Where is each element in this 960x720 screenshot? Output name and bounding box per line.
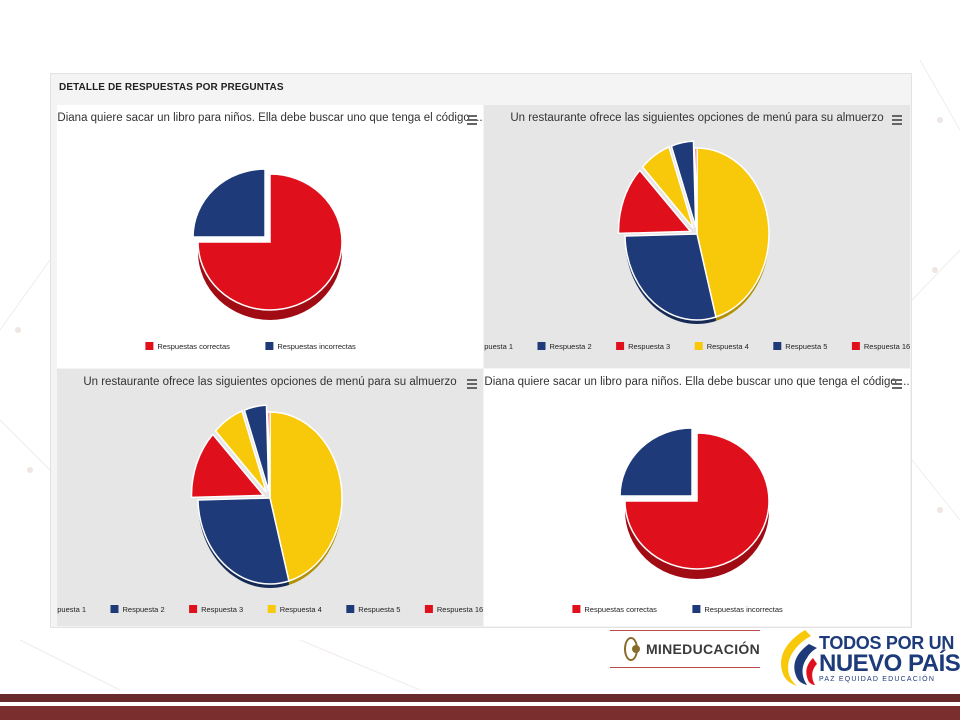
pie-slice-respuesta-4[interactable]	[641, 146, 694, 229]
legend-swatch	[616, 342, 625, 350]
todos-logo-line3: PAZ EQUIDAD EDUCACIÓN	[819, 676, 936, 683]
legend-label[interactable]: Respuestas correctas	[584, 605, 657, 614]
pie-slice-respuesta-5[interactable]	[243, 404, 270, 492]
chart-menu-icon[interactable]	[891, 113, 903, 125]
legend-swatch	[267, 605, 276, 613]
colombia-seal-icon	[624, 637, 640, 661]
legend-swatch	[424, 605, 433, 613]
pie-chart-4-svg: Diana quiere sacar un libro para niños. …	[484, 369, 910, 626]
todos-logo-line2: NUEVO PAÍS	[819, 650, 960, 677]
pie-chart-2-svg: Un restaurante ofrece las siguientes opc…	[484, 105, 910, 368]
pie-chart-4: Diana quiere sacar un libro para niños. …	[484, 369, 910, 626]
legend-label[interactable]: Respuestas incorrectas	[704, 605, 783, 614]
legend-label[interactable]: Respuesta 1	[57, 605, 86, 614]
legend-swatch	[773, 342, 782, 350]
pie-slice-respuestas-incorrectas[interactable]	[619, 427, 693, 497]
legend-label[interactable]: Respuesta 5	[358, 605, 400, 614]
legend-label[interactable]: Respuestas incorrectas	[277, 342, 356, 351]
legend-swatch	[346, 605, 355, 613]
pie-chart-3-svg: Un restaurante ofrece las siguientes opc…	[57, 369, 483, 626]
pie-slice-respuesta-5[interactable]	[670, 140, 697, 228]
legend-label[interactable]: Respuesta 4	[707, 342, 749, 351]
legend-label[interactable]: Respuesta 1	[484, 342, 513, 351]
legend-label[interactable]: Respuesta 16	[437, 605, 483, 614]
pie-slice-respuesta-3[interactable]	[617, 169, 693, 235]
legend-swatch	[572, 605, 581, 613]
legend-label[interactable]: Respuesta 16	[864, 342, 910, 351]
pie-slice-side	[715, 234, 769, 321]
legend-label[interactable]: Respuesta 4	[280, 605, 322, 614]
pie-slice-respuesta-1[interactable]	[696, 147, 770, 318]
pie-slice-respuestas-correctas[interactable]	[197, 173, 343, 311]
legend-swatch	[537, 342, 546, 350]
pie-slice-respuesta-1[interactable]	[269, 411, 343, 582]
legend-swatch	[851, 342, 860, 350]
legend-label[interactable]: Respuestas correctas	[157, 342, 230, 351]
pie-chart-1: Diana quiere sacar un libro para niños. …	[57, 105, 483, 368]
pie-chart-2: Un restaurante ofrece las siguientes opc…	[484, 105, 910, 368]
todos-logo-line1: TODOS POR UN	[819, 633, 955, 653]
legend-label[interactable]: Respuesta 2	[550, 342, 592, 351]
pie-slice-respuesta-2[interactable]	[624, 233, 717, 321]
chart-title: Un restaurante ofrece las siguientes opc…	[510, 112, 883, 124]
mineducacion-logo: MINEDUCACIÓN	[610, 630, 760, 668]
pie-chart-3: Un restaurante ofrece las siguientes opc…	[57, 369, 483, 626]
pie-slice-respuesta-3[interactable]	[190, 433, 266, 499]
panel-title: DETALLE DE RESPUESTAS POR PREGUNTAS	[59, 82, 284, 93]
legend-label[interactable]: Respuesta 3	[201, 605, 243, 614]
legend-swatch	[692, 605, 701, 613]
legend-label[interactable]: Respuesta 3	[628, 342, 670, 351]
chart-title: Diana quiere sacar un libro para niños. …	[57, 112, 482, 124]
pie-slice-respuesta-16[interactable]	[693, 147, 698, 235]
colombia-flag-swoosh-icon	[781, 630, 817, 686]
chart-menu-icon[interactable]	[891, 377, 903, 389]
pie-slice-respuestas-correctas[interactable]	[624, 432, 770, 570]
pie-chart-1-svg: Diana quiere sacar un libro para niños. …	[57, 105, 483, 368]
legend-swatch	[110, 605, 119, 613]
chart-menu-icon[interactable]	[466, 377, 478, 389]
chart-title: Diana quiere sacar un libro para niños. …	[484, 376, 909, 388]
footer-stripe-gap	[0, 702, 960, 706]
pie-slice-respuesta-16[interactable]	[266, 411, 271, 499]
footer-stripe-bottom	[0, 706, 960, 720]
chart-title: Un restaurante ofrece las siguientes opc…	[83, 376, 456, 388]
todos-por-un-nuevo-pais-logo: TODOS POR UN NUEVO PAÍS PAZ EQUIDAD EDUC…	[775, 628, 960, 688]
legend-swatch	[265, 342, 274, 350]
footer-stripe-top	[0, 694, 960, 702]
chart-menu-icon[interactable]	[466, 113, 478, 125]
pie-slice-respuesta-2[interactable]	[197, 497, 290, 585]
legend-label[interactable]: Respuesta 2	[123, 605, 165, 614]
legend-swatch	[694, 342, 703, 350]
pie-slice-respuesta-4[interactable]	[214, 410, 267, 493]
pie-slice-respuestas-incorrectas[interactable]	[192, 168, 266, 238]
pie-slice-side	[288, 498, 342, 585]
legend-label[interactable]: Respuesta 5	[785, 342, 827, 351]
legend-swatch	[189, 605, 198, 613]
mineducacion-logo-text: MINEDUCACIÓN	[645, 641, 760, 657]
legend-swatch	[145, 342, 154, 350]
